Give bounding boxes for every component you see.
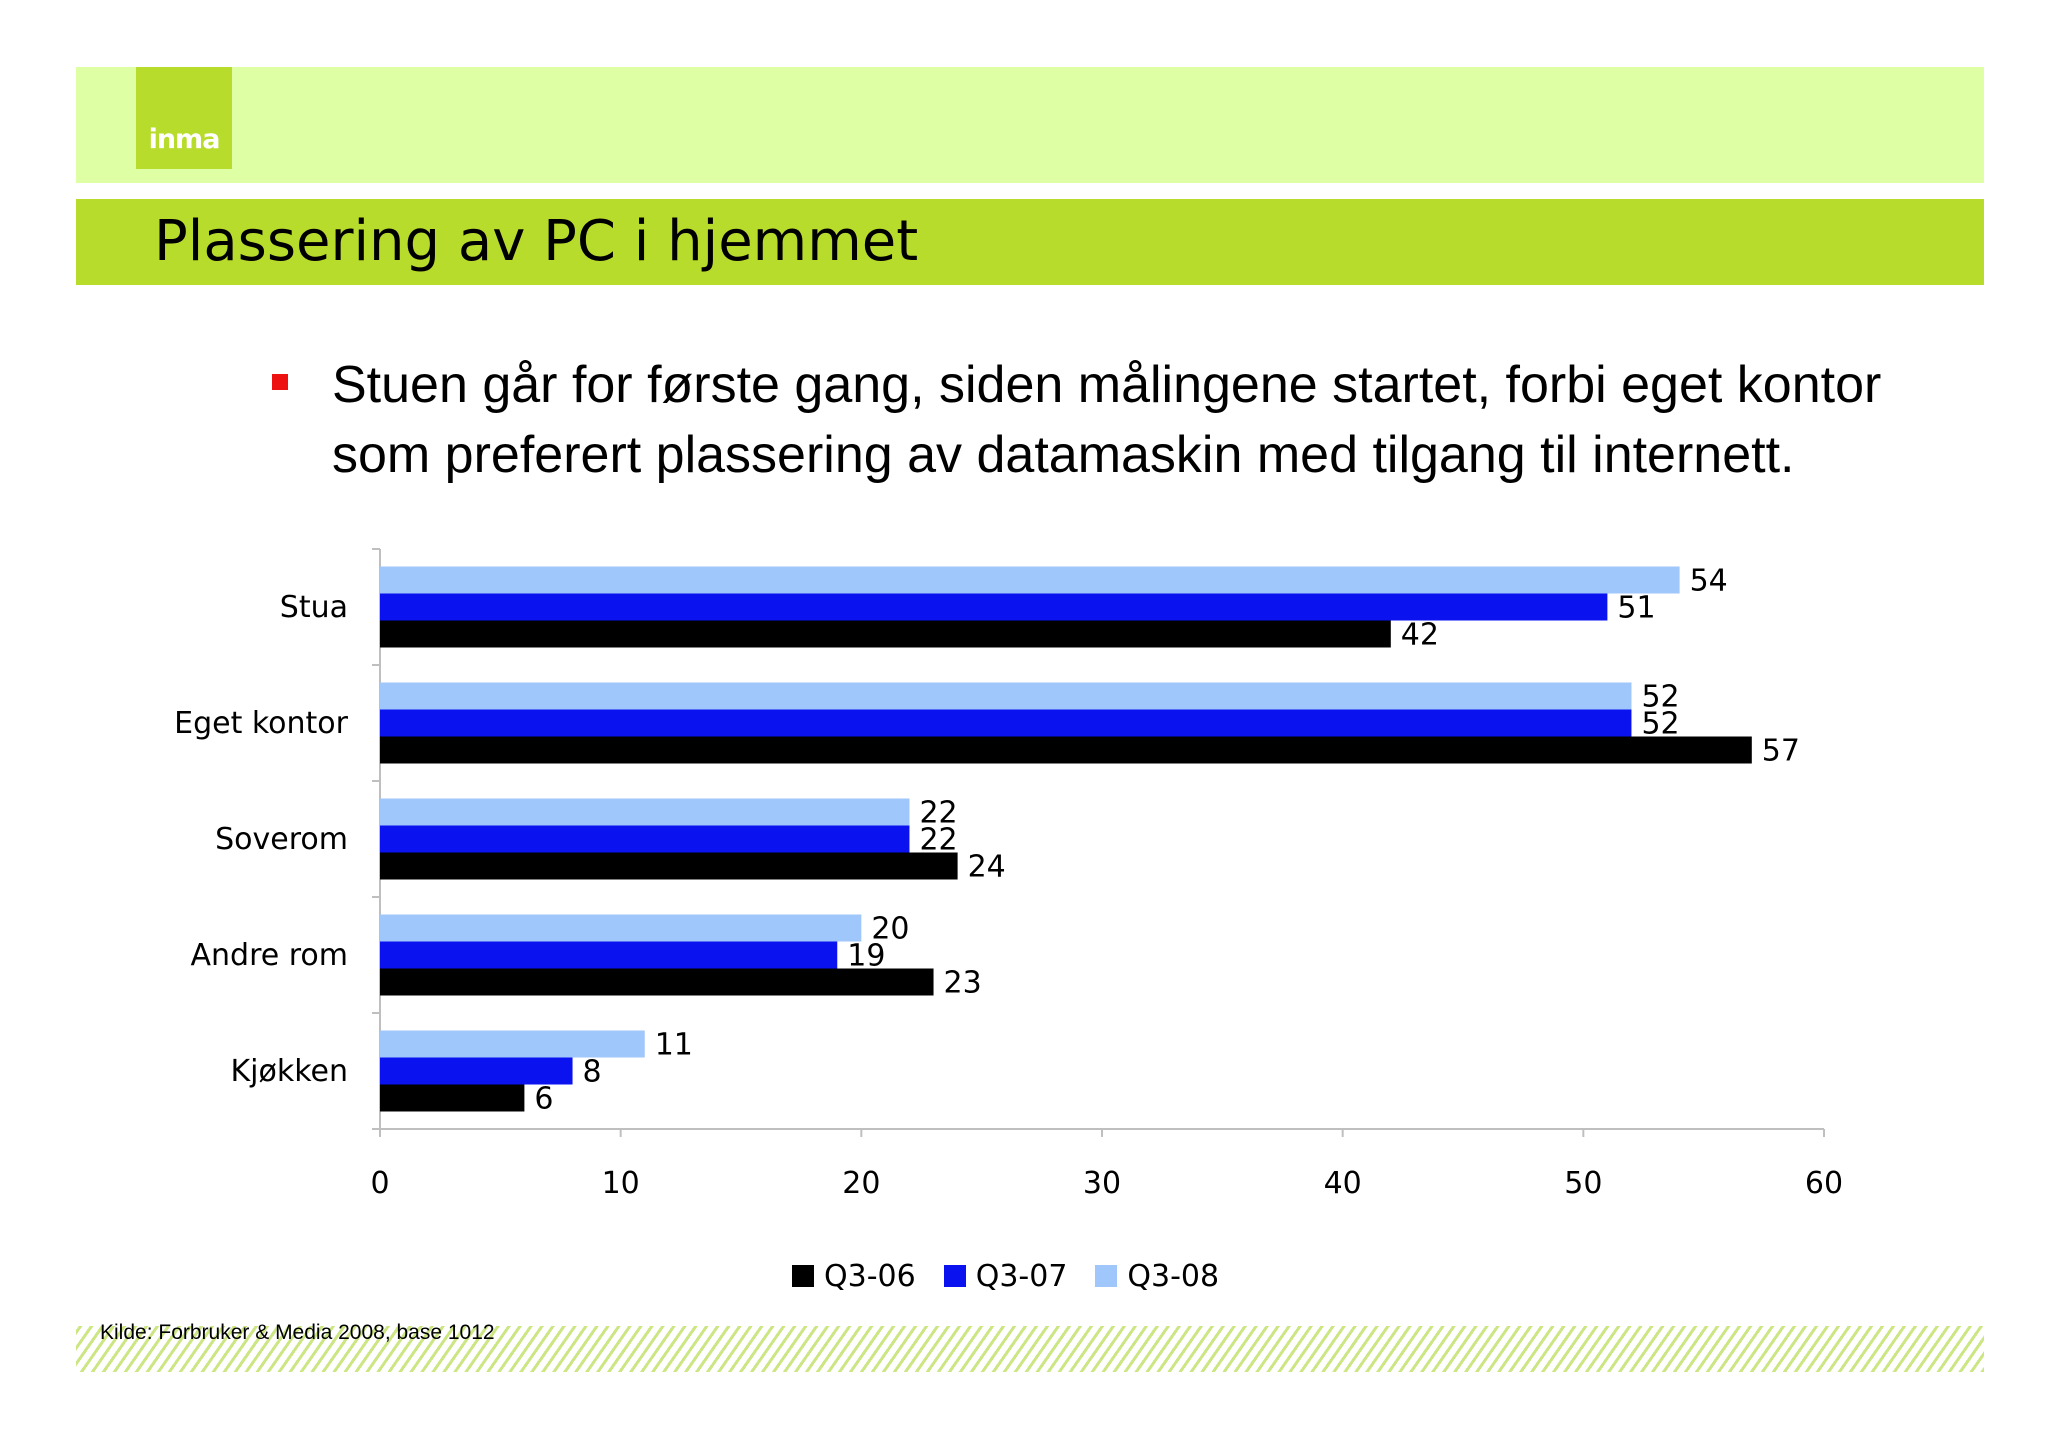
x-tick-label: 0 [370, 1166, 389, 1201]
bar [380, 798, 910, 826]
legend-item: Q3-07 [943, 1258, 1068, 1294]
source-note: Kilde: Forbruker & Media 2008, base 1012 [100, 1321, 495, 1344]
bar [380, 852, 958, 880]
bar [380, 825, 910, 853]
legend-label: Q3-06 [824, 1258, 916, 1294]
bar [380, 1084, 525, 1112]
data-label: 11 [655, 1028, 693, 1063]
data-label: 22 [919, 823, 957, 858]
bullet-square-icon [272, 374, 288, 390]
legend-swatch [792, 1265, 814, 1287]
legend-swatch [1095, 1265, 1118, 1287]
page-title: Plassering av PC i hjemmet [154, 209, 919, 274]
x-tick-label: 40 [1324, 1166, 1362, 1201]
legend-label: Q3-08 [1127, 1258, 1220, 1294]
data-label: 19 [847, 939, 885, 974]
category-label: Kjøkken [230, 1054, 348, 1089]
legend-item: Q3-06 [792, 1259, 916, 1294]
category-label: Andre rom [191, 938, 349, 973]
bar [380, 566, 1680, 594]
bar [380, 682, 1632, 710]
data-label: 8 [583, 1055, 602, 1090]
data-label: 42 [1401, 618, 1439, 653]
data-label: 23 [944, 966, 982, 1001]
category-label: Stua [280, 590, 348, 625]
data-label: 51 [1617, 591, 1655, 626]
bullet-text: Stuen går for første gang, siden målinge… [332, 356, 1882, 484]
chart-legend: Q3-06 Q3-07 Q3-08 [792, 1256, 1247, 1296]
x-tick-label: 10 [602, 1166, 640, 1201]
logo-text: inma [148, 124, 221, 155]
data-label: 57 [1762, 734, 1800, 769]
data-label: 54 [1690, 564, 1728, 599]
footer-band [76, 1326, 1984, 1372]
bar [380, 1030, 645, 1058]
category-label: Soverom [215, 822, 348, 857]
data-label: 22 [919, 796, 957, 831]
data-label: 52 [1641, 680, 1679, 715]
data-label: 24 [968, 850, 1006, 885]
legend-item: Q3-08 [1095, 1259, 1219, 1294]
data-label: 20 [871, 912, 909, 947]
bar [380, 1057, 573, 1085]
bar [380, 914, 862, 942]
bar [380, 593, 1608, 621]
legend-label: Q3-07 [975, 1258, 1068, 1294]
x-tick-label: 60 [1805, 1166, 1843, 1201]
header-band [76, 67, 1984, 183]
x-tick-label: 50 [1564, 1166, 1602, 1201]
data-label: 6 [534, 1082, 553, 1117]
x-tick-label: 30 [1083, 1166, 1121, 1201]
bar [380, 968, 934, 996]
bar [380, 736, 1752, 764]
logo: inma [136, 67, 232, 169]
data-label: 52 [1641, 707, 1679, 742]
category-label: Eget kontor [174, 706, 349, 741]
legend-swatch [943, 1265, 966, 1287]
bar [380, 709, 1632, 737]
title-bar: Plassering av PC i hjemmet [76, 199, 1984, 285]
x-tick-label: 20 [842, 1166, 880, 1201]
bar [380, 941, 838, 969]
bar [380, 620, 1391, 648]
